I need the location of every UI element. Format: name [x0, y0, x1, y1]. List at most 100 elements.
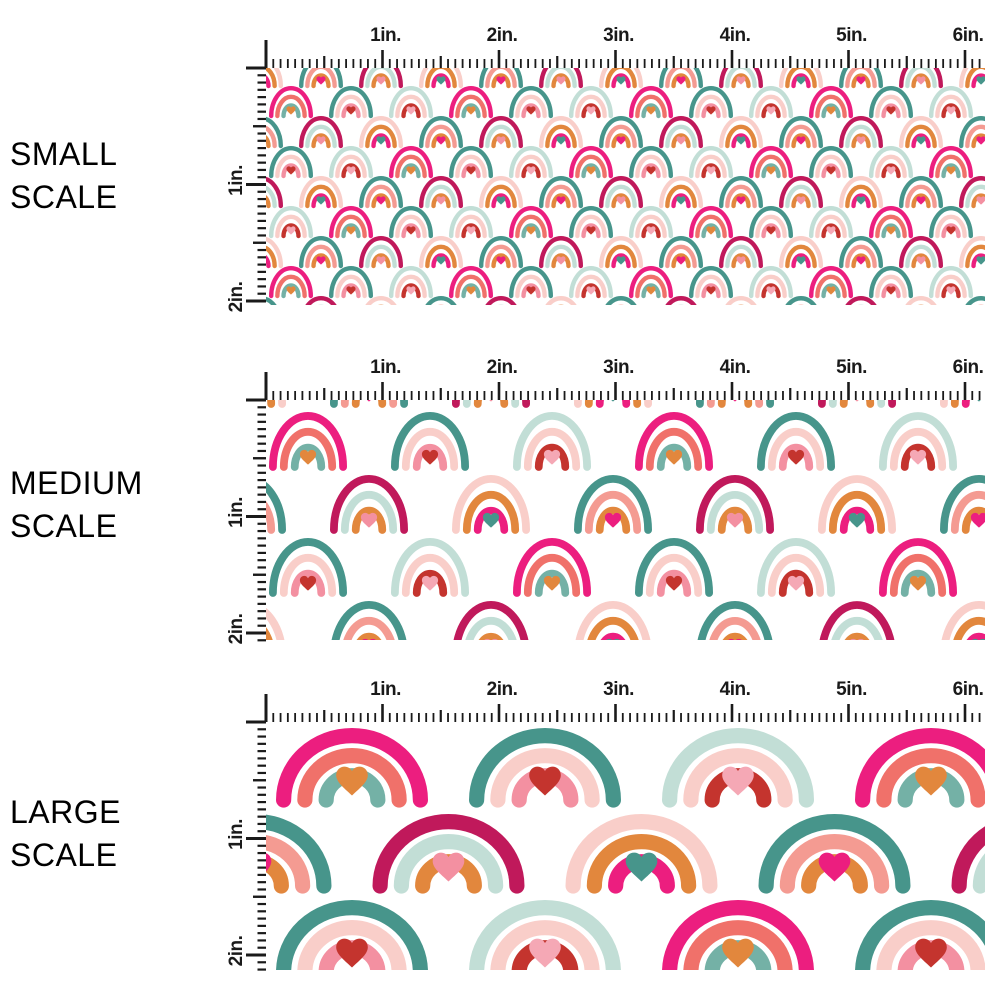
- ruler-side-inch-label: 2in.: [226, 936, 247, 967]
- rainbow: [329, 266, 373, 299]
- rainbow: [659, 116, 703, 149]
- ruler-inch-label: 2in.: [487, 679, 518, 700]
- rainbow: [605, 296, 637, 305]
- rainbow: [719, 116, 763, 149]
- scale-label-line1: LARGE: [10, 794, 121, 830]
- rainbow: [959, 176, 985, 209]
- left-ruler: 1in. 2in.: [226, 66, 266, 313]
- rainbow: [785, 296, 817, 305]
- ruler-side-inch-label: 1in.: [226, 165, 247, 196]
- rainbow: [389, 206, 433, 239]
- ruler-inch-label: 3in.: [603, 357, 634, 378]
- rainbow: [269, 412, 347, 471]
- rainbow: [599, 236, 643, 269]
- rainbow: [855, 900, 985, 970]
- rainbow: [479, 116, 523, 149]
- rainbow: [330, 400, 408, 408]
- fabric-swatch-medium: 1in. 2in. 3in. 4in. 5in. 6in. 1in. 2in.: [226, 357, 985, 644]
- rainbow: [959, 116, 985, 149]
- rainbow: [329, 146, 373, 179]
- rainbow: [452, 400, 530, 408]
- ruler-inch-label: 6in.: [953, 679, 984, 700]
- scale-label-line2: SCALE: [10, 837, 118, 873]
- top-ruler: 1in. 2in. 3in. 4in. 5in. 6in.: [264, 357, 984, 400]
- scale-label-line1: MEDIUM: [10, 465, 143, 501]
- ruler-inch-label: 2in.: [487, 25, 518, 46]
- rainbow: [419, 176, 463, 209]
- rainbow: [855, 728, 985, 808]
- rainbow: [266, 236, 283, 269]
- rainbow: [269, 266, 313, 299]
- rainbow: [299, 176, 343, 209]
- rainbow: [991, 88, 1000, 116]
- rainbow: [479, 236, 523, 269]
- rainbow: [779, 68, 823, 89]
- rainbow: [818, 400, 896, 408]
- rainbow: [569, 266, 613, 299]
- rainbow: [509, 146, 553, 179]
- rainbow: [839, 176, 883, 209]
- rainbow: [905, 296, 937, 305]
- rainbow: [391, 538, 469, 597]
- ruler-inch-label: 4in.: [720, 25, 751, 46]
- rainbow: [419, 236, 463, 269]
- rainbow: [299, 116, 343, 149]
- rainbow: [573, 650, 710, 714]
- rainbow: [266, 814, 332, 894]
- rainbow: [425, 296, 457, 305]
- rainbow: [809, 266, 853, 299]
- rainbow: [818, 475, 896, 534]
- rainbow: [485, 296, 517, 305]
- ruler-side-inch-label: 2in.: [226, 282, 247, 313]
- ruler-inch-label: 3in.: [603, 679, 634, 700]
- rainbow: [389, 86, 433, 119]
- rainbow: [509, 266, 553, 299]
- rainbow: [940, 400, 981, 408]
- rainbow: [372, 814, 525, 894]
- scale-label-small: SMALL SCALE: [10, 133, 117, 219]
- rainbow: [329, 86, 373, 119]
- rainbow: [941, 601, 985, 640]
- rainbow: [574, 475, 652, 534]
- rainbow: [329, 206, 373, 239]
- rainbow: [719, 176, 763, 209]
- rainbow: [276, 900, 428, 970]
- rainbow: [539, 116, 583, 149]
- rainbow: [599, 176, 643, 209]
- rainbow: [479, 68, 523, 89]
- rainbow: [869, 266, 913, 299]
- rainbow: [991, 208, 1000, 236]
- rainbow: [940, 475, 985, 534]
- rainbow: [689, 86, 733, 119]
- rainbow: [991, 268, 1000, 296]
- rainbow: [479, 176, 523, 209]
- rainbow: [389, 266, 433, 299]
- rainbow: [839, 116, 883, 149]
- rainbow: [719, 68, 763, 89]
- ruler-inch-label: 5in.: [836, 357, 867, 378]
- ruler-inch-label: 6in.: [953, 357, 984, 378]
- fabric-swatch-large: 1in. 2in. 3in. 4in. 5in. 6in. 1in. 2in.: [226, 679, 985, 971]
- rainbow: [635, 412, 713, 471]
- rainbow: [599, 68, 643, 89]
- rainbow: [689, 146, 733, 179]
- rainbow: [758, 814, 911, 894]
- rainbow: [749, 146, 793, 179]
- ruler-inch-label: 5in.: [836, 679, 867, 700]
- rainbow: [449, 86, 493, 119]
- rainbow: [629, 86, 673, 119]
- rainbow: [779, 176, 823, 209]
- rainbow: [689, 206, 733, 239]
- left-ruler: 1in. 2in.: [226, 720, 266, 971]
- rainbow: [569, 86, 613, 119]
- rainbow: [757, 538, 835, 597]
- rainbow: [266, 68, 283, 89]
- left-ruler: 1in. 2in.: [226, 398, 266, 644]
- ruler-inch-label: 6in.: [953, 25, 984, 46]
- rainbow: [779, 116, 823, 149]
- rainbow: [565, 814, 718, 894]
- rainbow: [899, 176, 943, 209]
- rainbow: [452, 475, 530, 534]
- scale-label-medium: MEDIUM SCALE: [10, 462, 143, 548]
- pattern-swatch: [266, 400, 985, 640]
